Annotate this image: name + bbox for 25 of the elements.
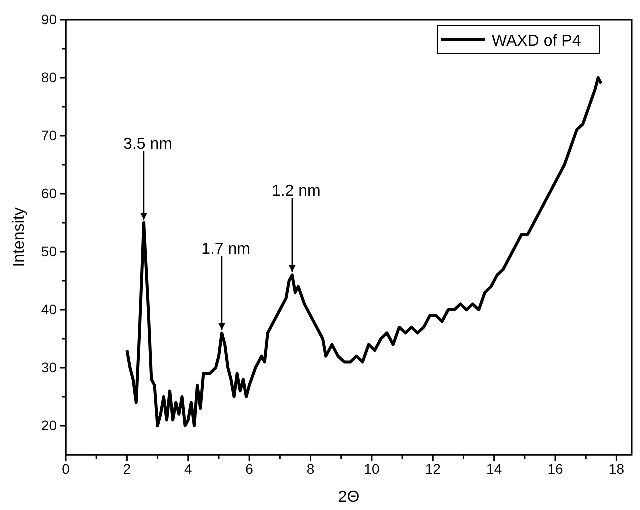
x-axis-title: 2Θ	[338, 489, 360, 506]
x-tick-label: 4	[184, 460, 192, 477]
legend-label: WAXD of P4	[492, 33, 582, 50]
x-tick-label: 8	[306, 460, 315, 477]
annotation: 1.2 nm	[272, 183, 321, 200]
x-tick-label: 10	[364, 460, 380, 477]
x-tick-label: 12	[425, 460, 442, 477]
y-tick-label: 80	[41, 69, 58, 86]
y-tick-label: 50	[41, 243, 58, 260]
x-tick-label: 2	[123, 460, 132, 477]
x-tick-label: 16	[548, 460, 564, 477]
line-series	[126, 76, 603, 428]
y-tick-label: 20	[41, 417, 58, 434]
y-tick-label: 70	[41, 127, 58, 144]
annotation: 3.5 nm	[124, 136, 172, 153]
x-tick-label: 14	[486, 460, 502, 477]
y-tick-label: 60	[41, 185, 58, 202]
y-tick-label: 30	[41, 359, 58, 376]
y-tick-label: 90	[41, 11, 58, 28]
x-tick-label: 18	[608, 460, 625, 477]
y-axis-title: Intensity	[11, 208, 28, 268]
annotation: 1.7 nm	[202, 241, 250, 258]
x-tick-label: 6	[246, 460, 254, 477]
y-tick-label: 40	[41, 301, 58, 318]
x-tick-label: 0	[62, 460, 70, 477]
